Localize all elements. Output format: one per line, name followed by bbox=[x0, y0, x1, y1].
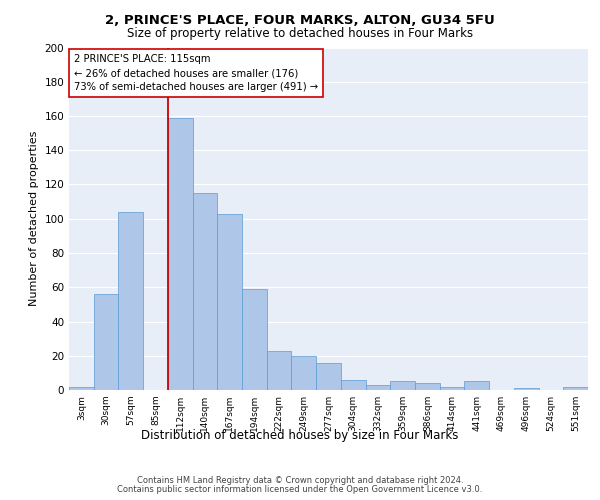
Bar bbox=[316, 362, 341, 390]
Bar bbox=[69, 386, 94, 390]
Bar bbox=[242, 289, 267, 390]
Text: Contains public sector information licensed under the Open Government Licence v3: Contains public sector information licen… bbox=[118, 485, 482, 494]
Text: 2 PRINCE'S PLACE: 115sqm
← 26% of detached houses are smaller (176)
73% of semi-: 2 PRINCE'S PLACE: 115sqm ← 26% of detach… bbox=[74, 54, 318, 92]
Text: 2, PRINCE'S PLACE, FOUR MARKS, ALTON, GU34 5FU: 2, PRINCE'S PLACE, FOUR MARKS, ALTON, GU… bbox=[105, 14, 495, 27]
Bar bbox=[390, 382, 415, 390]
Bar bbox=[464, 382, 489, 390]
Text: Distribution of detached houses by size in Four Marks: Distribution of detached houses by size … bbox=[142, 430, 458, 442]
Bar bbox=[118, 212, 143, 390]
Bar bbox=[415, 383, 440, 390]
Bar bbox=[168, 118, 193, 390]
Bar bbox=[440, 386, 464, 390]
Bar bbox=[292, 356, 316, 390]
Bar bbox=[365, 385, 390, 390]
Bar bbox=[563, 386, 588, 390]
Bar bbox=[217, 214, 242, 390]
Bar bbox=[193, 193, 217, 390]
Bar bbox=[341, 380, 365, 390]
Text: Size of property relative to detached houses in Four Marks: Size of property relative to detached ho… bbox=[127, 28, 473, 40]
Text: Contains HM Land Registry data © Crown copyright and database right 2024.: Contains HM Land Registry data © Crown c… bbox=[137, 476, 463, 485]
Y-axis label: Number of detached properties: Number of detached properties bbox=[29, 131, 39, 306]
Bar bbox=[514, 388, 539, 390]
Bar bbox=[267, 350, 292, 390]
Bar bbox=[94, 294, 118, 390]
